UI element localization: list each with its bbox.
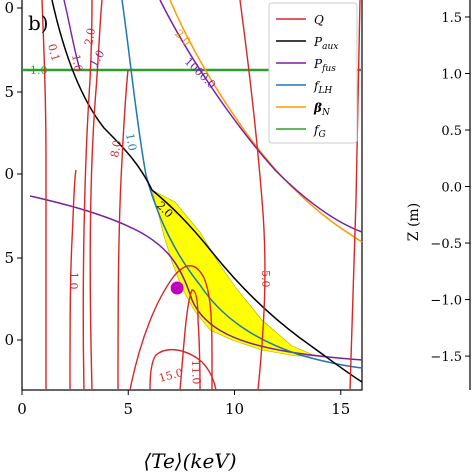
contour-label: 15.0 xyxy=(157,366,184,385)
x-axis-label: ⟨Te⟩(keV) xyxy=(143,449,236,473)
q-contour-0.1 xyxy=(41,0,47,390)
pfus-curve-1000 xyxy=(159,0,363,233)
operating-point-marker xyxy=(170,281,184,295)
legend-label: Q xyxy=(314,13,324,27)
pfus-curve-left xyxy=(63,0,81,71)
right-y-tick-label: 0.0 xyxy=(441,181,462,196)
right-y-tick-label: −0.5 xyxy=(430,237,462,252)
x-tick-label: 0 xyxy=(17,400,27,418)
contour-label: 1.0 xyxy=(123,132,139,151)
legend-box xyxy=(268,2,358,144)
q-contour-1.0-upper xyxy=(82,0,93,391)
q-contour-2.0 xyxy=(89,0,103,391)
left-y-tick-label: 0 xyxy=(4,331,14,349)
right-plot-panel: 1.5 1.0 0.5 0.0 −0.5 −1.0 −1.5 Z (m) xyxy=(406,0,471,390)
right-y-tick-label: 0.5 xyxy=(441,124,462,139)
legend-label: βN xyxy=(313,101,331,118)
q-contour-1.0-lower xyxy=(69,169,77,391)
right-y-tick-label: 1.0 xyxy=(441,67,462,82)
x-axis: 0 5 10 15 xyxy=(17,390,350,418)
left-y-axis: 0 5 0 5 0 xyxy=(4,0,22,349)
contour-label: 2.0 xyxy=(82,27,98,46)
legend-label: Paux xyxy=(313,35,338,52)
contour-label: 11.0 xyxy=(189,360,203,385)
q-contours xyxy=(41,0,361,391)
right-y-tick-label: −1.5 xyxy=(430,350,462,365)
q-contour-11.0 xyxy=(179,289,201,391)
q-contour-15.0 xyxy=(149,348,217,391)
left-plot-panel: 0.1 1.0 2.0 1.0 2.0 1000.0 1.0 8.0 1.0 2… xyxy=(4,0,363,473)
legend-label: Pfus xyxy=(313,57,336,74)
x-tick-label: 10 xyxy=(225,400,244,418)
flh-curve xyxy=(121,0,363,369)
right-y-axis: 1.5 1.0 0.5 0.0 −0.5 −1.0 −1.5 xyxy=(430,11,470,365)
legend-label: fG xyxy=(313,123,326,140)
q-contour-right xyxy=(349,0,361,391)
right-y-tick-label: 1.5 xyxy=(441,11,462,26)
contour-label: 8.0 xyxy=(108,139,124,158)
right-y-tick-label: −1.0 xyxy=(430,294,462,309)
left-y-tick-label: 5 xyxy=(4,249,14,267)
contour-label: 1.0 xyxy=(30,64,48,77)
q-contour-8.0 xyxy=(117,69,129,391)
contour-label: 1.0 xyxy=(67,272,80,290)
legend-label: fLH xyxy=(313,79,332,96)
q-contour-5.0 xyxy=(239,0,266,391)
legend: Q Paux Pfus fLH βN fG xyxy=(268,2,358,144)
contour-label: 1.0 xyxy=(69,53,85,72)
left-y-tick-label: 5 xyxy=(4,83,14,101)
panel-label: b) xyxy=(28,11,49,35)
contour-label: 5.0 xyxy=(259,270,272,288)
q-contour-inner-loop xyxy=(129,265,213,391)
pfus-curve-lower xyxy=(29,195,363,361)
x-tick-label: 5 xyxy=(123,400,133,418)
right-y-axis-label: Z (m) xyxy=(406,203,422,241)
contour-label: 0.1 xyxy=(45,42,62,62)
x-tick-label: 15 xyxy=(331,400,350,418)
left-y-tick-label: 0 xyxy=(4,0,14,17)
left-y-tick-label: 0 xyxy=(4,165,14,183)
